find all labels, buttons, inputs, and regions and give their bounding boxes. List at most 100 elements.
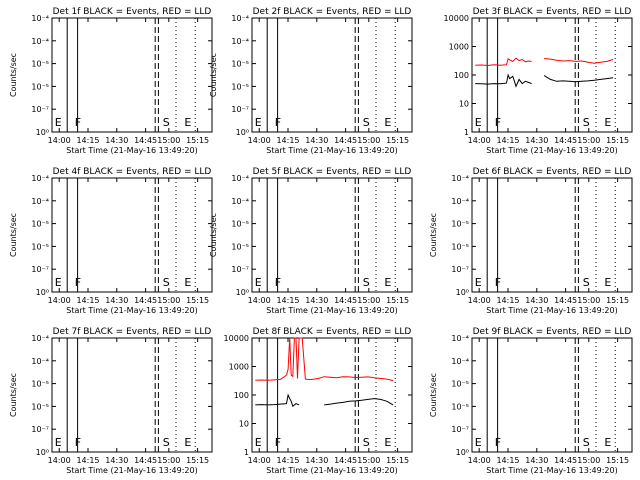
marker-e: E: [55, 436, 62, 449]
marker-e: E: [384, 116, 391, 129]
y-tick-label: 10⁻⁴: [31, 174, 49, 183]
panel-title: Det 9f BLACK = Events, RED = LLD: [473, 327, 632, 337]
y-tick-label: 10⁻⁴: [231, 174, 249, 183]
y-tick-label: 10⁻⁷: [231, 105, 249, 114]
y-tick-label: 10⁻⁵: [451, 242, 469, 251]
y-tick-label: 10⁻⁵: [31, 82, 49, 91]
x-tick-label: 14:00: [248, 296, 271, 305]
marker-e: E: [475, 436, 482, 449]
x-tick-label: 14:00: [468, 136, 491, 145]
panel-det-5: Det 5f BLACK = Events, RED = LLD 10⁻⁴ 10⁻⁴…: [209, 167, 413, 315]
y-tick-label: 1000: [229, 363, 249, 372]
panel-title: Det 1f BLACK = Events, RED = LLD: [53, 7, 212, 17]
x-tick-label: 15:00: [357, 136, 380, 145]
plot-frame: [471, 337, 633, 453]
marker-e: E: [604, 116, 611, 129]
panel-det-4: Det 4f BLACK = Events, RED = LLD 10⁻⁴ 10⁻⁴…: [9, 167, 213, 315]
y-tick-label: 10⁻⁵: [451, 402, 469, 411]
panel-title: Det 6f BLACK = Events, RED = LLD: [473, 167, 632, 177]
x-tick-label: 15:00: [357, 296, 380, 305]
x-tick-label: 15:15: [186, 136, 209, 145]
marker-e: E: [255, 116, 262, 129]
marker-s: S: [163, 116, 170, 129]
marker-e: E: [384, 276, 391, 289]
series-events-line: [255, 393, 394, 408]
marker-s: S: [363, 276, 370, 289]
marker-s: S: [583, 116, 590, 129]
x-tick-label: 14:30: [105, 136, 128, 145]
marker-e: E: [475, 276, 482, 289]
x-tick-label: 14:15: [76, 296, 99, 305]
x-tick-label: 14:45: [554, 296, 577, 305]
x-tick-label: 14:30: [105, 456, 128, 465]
x-tick-label: 14:30: [525, 136, 548, 145]
x-tick-label: 14:15: [276, 456, 299, 465]
marker-e: E: [604, 276, 611, 289]
y-tick-label: 10⁻⁴: [231, 14, 249, 23]
x-tick-label: 14:45: [134, 136, 157, 145]
y-tick-label: 10: [459, 100, 469, 109]
y-tick-label: 10⁻⁷: [451, 265, 469, 274]
x-tick-label: 14:45: [334, 136, 357, 145]
panel-title: Det 8f BLACK = Events, RED = LLD: [253, 327, 412, 337]
x-axis-label: Start Time (21-May-16 13:49:20): [66, 306, 197, 315]
x-tick-label: 14:30: [525, 296, 548, 305]
y-tick-label: 10: [239, 420, 249, 429]
plot-frame: [471, 17, 633, 133]
y-axis-label: Counts/sec: [209, 53, 218, 97]
y-tick-label: 10⁻⁵: [451, 380, 469, 389]
y-tick-label: 10⁻⁵: [31, 380, 49, 389]
x-tick-label: 14:45: [554, 136, 577, 145]
y-tick-label: 10⁻⁴: [451, 197, 469, 206]
marker-s: S: [163, 436, 170, 449]
x-tick-label: 15:00: [157, 296, 180, 305]
y-tick-label: 10⁻⁵: [451, 220, 469, 229]
x-tick-label: 14:15: [76, 136, 99, 145]
plot-frame: [471, 177, 633, 293]
y-axis-label: Counts/sec: [9, 213, 18, 257]
x-tick-label: 14:15: [276, 296, 299, 305]
x-tick-label: 14:00: [248, 136, 271, 145]
plot-frame: [251, 177, 413, 293]
x-tick-label: 14:30: [305, 456, 328, 465]
x-tick-label: 14:15: [276, 136, 299, 145]
y-tick-label: 10⁻⁷: [451, 425, 469, 434]
x-axis-label: Start Time (21-May-16 13:49:20): [266, 146, 397, 155]
marker-f: F: [75, 436, 81, 449]
y-tick-label: 10⁻⁴: [451, 174, 469, 183]
x-tick-label: 15:00: [157, 136, 180, 145]
panel-det-7: Det 7f BLACK = Events, RED = LLD 10⁻⁴ 10⁻⁴…: [9, 327, 213, 475]
panel-title: Det 7f BLACK = Events, RED = LLD: [53, 327, 212, 337]
marker-s: S: [363, 436, 370, 449]
y-tick-label: 10⁻⁴: [451, 334, 469, 343]
marker-f: F: [495, 116, 501, 129]
y-tick-label: 10⁻⁷: [31, 425, 49, 434]
y-tick-label: 10000: [444, 14, 469, 23]
marker-e: E: [55, 116, 62, 129]
panel-title: Det 4f BLACK = Events, RED = LLD: [53, 167, 212, 177]
y-tick-label: 10⁰: [36, 128, 49, 137]
x-tick-label: 14:00: [48, 456, 71, 465]
plot-frame: [51, 17, 213, 133]
y-tick-label: 10⁻⁷: [31, 105, 49, 114]
y-tick-label: 10⁻⁵: [31, 242, 49, 251]
x-axis-label: Start Time (21-May-16 13:49:20): [486, 306, 617, 315]
y-axis-label: Counts/sec: [9, 373, 18, 417]
x-tick-label: 14:45: [134, 456, 157, 465]
y-tick-label: 10⁰: [36, 288, 49, 297]
panel-det-6: Det 6f BLACK = Events, RED = LLD 10⁻⁴ 10⁻⁴…: [429, 167, 633, 315]
y-tick-label: 10⁻⁴: [231, 37, 249, 46]
x-tick-label: 15:00: [577, 456, 600, 465]
x-tick-label: 14:45: [334, 296, 357, 305]
panel-det-1: Det 1f BLACK = Events, RED = LLD 10⁻⁴ 10⁻⁴…: [9, 7, 213, 155]
marker-s: S: [583, 276, 590, 289]
x-tick-label: 15:15: [606, 296, 629, 305]
x-tick-label: 14:30: [305, 136, 328, 145]
plot-frame: [251, 17, 413, 133]
x-tick-label: 14:45: [134, 296, 157, 305]
series-events-line: [475, 73, 614, 88]
y-tick-label: 10⁻⁴: [231, 197, 249, 206]
x-axis-label: Start Time (21-May-16 13:49:20): [266, 466, 397, 475]
y-tick-label: 10⁻⁴: [31, 357, 49, 366]
